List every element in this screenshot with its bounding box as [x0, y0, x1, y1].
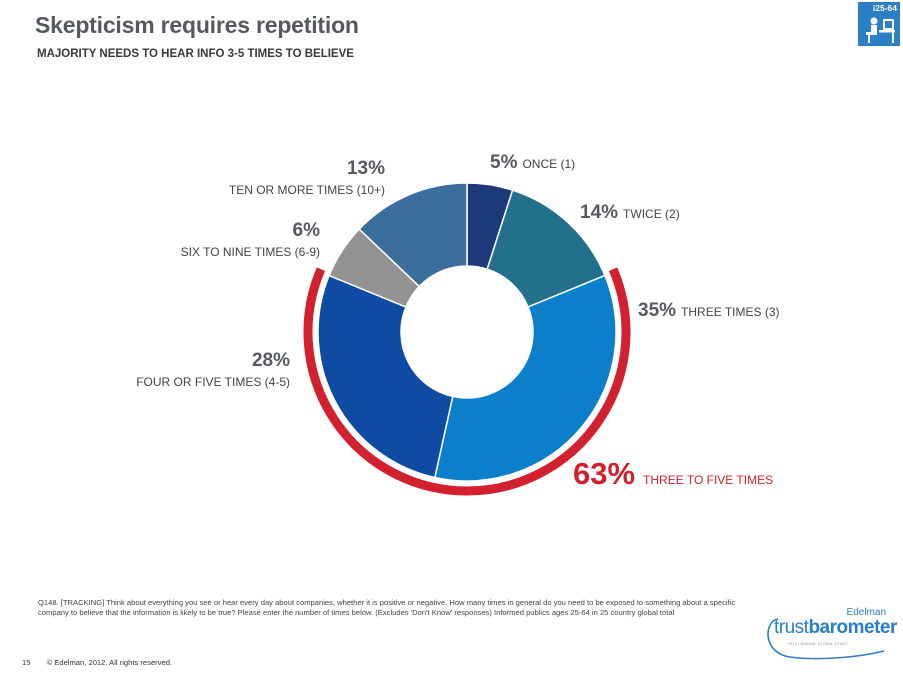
donut-slice-4	[317, 274, 454, 479]
highlight-label: 63% THREE TO FIVE TIMES	[573, 456, 773, 491]
survey-footnote: Q148. [TRACKING] Think about everything …	[38, 598, 736, 617]
slice-label-5: SIX TO NINE TIMES (6-9)	[181, 245, 320, 259]
slice-label-6: TEN OR MORE TIMES (10+)	[229, 183, 385, 197]
donut-labels: 5% ONCE (1) 14% TWICE (2) 35% THREE TIMES (3)…	[136, 152, 779, 491]
slice-pct-6: 13%	[347, 158, 385, 179]
audience-badge-label: i25-64	[872, 3, 897, 13]
slice-pct-5: 6%	[293, 220, 321, 241]
donut-slices	[317, 182, 617, 482]
page-footer: 15 © Edelman, 2012. All rights reserved.	[22, 658, 172, 667]
slice-label-3: 35% THREE TIMES (3)	[638, 300, 780, 321]
slice-label-2: 14% TWICE (2)	[580, 202, 680, 223]
slice-pct-4: 28%	[252, 350, 290, 371]
trustbarometer-logo: Edelman trustbarometer 2012 | ANNUAL GLO…	[760, 603, 897, 663]
donut-slice-6	[358, 182, 468, 288]
page-number: 15	[22, 658, 31, 667]
highlight-arc	[303, 267, 631, 496]
brand-name: trustbarometer	[774, 617, 897, 638]
logo-swoosh-icon	[767, 618, 885, 660]
brand-company: Edelman	[846, 607, 886, 618]
page-subtitle: MAJORITY NEEDS TO HEAR INFO 3-5 TIMES TO…	[37, 48, 354, 60]
brand-tagline: 2012 | ANNUAL GLOBAL STUDY	[788, 642, 848, 646]
donut-chart: 5% ONCE (1) 14% TWICE (2) 35% THREE TIMES (3)…	[136, 152, 780, 496]
copyright-text: © Edelman, 2012. All rights reserved.	[46, 658, 173, 667]
audience-badge: i25-64	[858, 2, 900, 46]
donut-slice-3	[433, 274, 617, 482]
desk-worker-icon	[866, 17, 895, 43]
page-title: Skepticism requires repetition	[35, 12, 359, 38]
slice-label-4: FOUR OR FIVE TIMES (4-5)	[136, 375, 290, 389]
slice-label-1: 5% ONCE (1)	[490, 152, 575, 173]
